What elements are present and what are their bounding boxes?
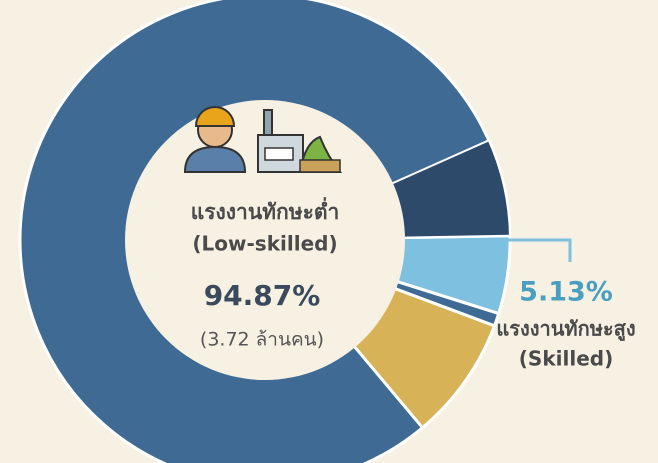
value-label: 5.13%	[519, 277, 613, 308]
connector	[505, 238, 572, 262]
factory-icon	[257, 109, 343, 173]
category-subtitle: (Low-skilled)	[192, 232, 337, 256]
category-label: แรงงานทักษะสูง	[496, 317, 635, 343]
worker-icon	[183, 106, 247, 173]
annotation: (3.72 ล้านคน)	[200, 329, 324, 351]
category-subtitle: (Skilled)	[519, 347, 613, 371]
value-label: 94.87%	[204, 279, 321, 312]
category-label: แรงงานทักษะต่ำ	[191, 196, 340, 224]
